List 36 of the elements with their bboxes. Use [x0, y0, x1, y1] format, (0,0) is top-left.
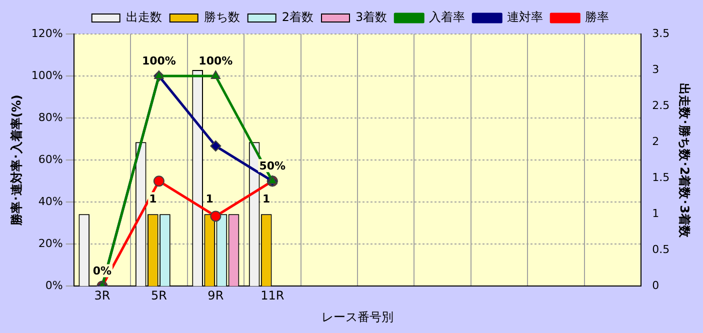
- data-label: 0%: [92, 264, 112, 278]
- y2-tick-label: 2.5: [652, 98, 670, 112]
- legend-label: 出走数: [126, 10, 162, 24]
- legend-label: 勝率: [585, 10, 610, 24]
- data-label: 100%: [142, 54, 176, 68]
- data-label: 1: [149, 192, 157, 206]
- legend-label: 入着率: [429, 10, 466, 24]
- y2-tick-label: 0.5: [652, 243, 670, 256]
- legend-label: 連対率: [507, 10, 544, 24]
- y-tick-label: 60%: [38, 152, 63, 166]
- y-tick-label: 100%: [31, 68, 63, 82]
- data-label: 50%: [259, 159, 286, 172]
- y2-tick-label: 3.5: [652, 26, 670, 40]
- y-axis-title: 勝率･連対率･入着率(%): [9, 94, 24, 227]
- y2-tick-label: 3: [652, 62, 660, 76]
- x-axis-title: レース番号別: [321, 310, 394, 324]
- x-tick-label: 11R: [260, 288, 284, 303]
- x-tick-label: 9R: [208, 288, 224, 303]
- data-label: 100%: [198, 54, 233, 68]
- legend-label: 3着数: [356, 10, 388, 24]
- y-tick-label: 120%: [31, 26, 63, 40]
- data-label: 1: [206, 192, 214, 206]
- y-tick-label: 40%: [38, 194, 63, 208]
- y2-tick-label: 0: [652, 279, 660, 292]
- data-label: 1: [262, 192, 270, 206]
- y-tick-label: 0%: [45, 279, 63, 292]
- y-tick-label: 20%: [38, 237, 63, 250]
- x-tick-label: 3R: [94, 288, 110, 303]
- y2-tick-label: 1: [652, 207, 660, 220]
- x-tick-label: 5R: [150, 288, 167, 303]
- legend-label: 2着数: [282, 10, 314, 24]
- y2-tick-label: 1.5: [652, 170, 670, 184]
- y-tick-label: 80%: [38, 110, 63, 124]
- legend-label: 勝ち数: [204, 10, 240, 24]
- y2-tick-label: 2: [652, 134, 660, 148]
- y2-axis-title: 出走数･勝ち数･2着数･3着数: [678, 82, 692, 238]
